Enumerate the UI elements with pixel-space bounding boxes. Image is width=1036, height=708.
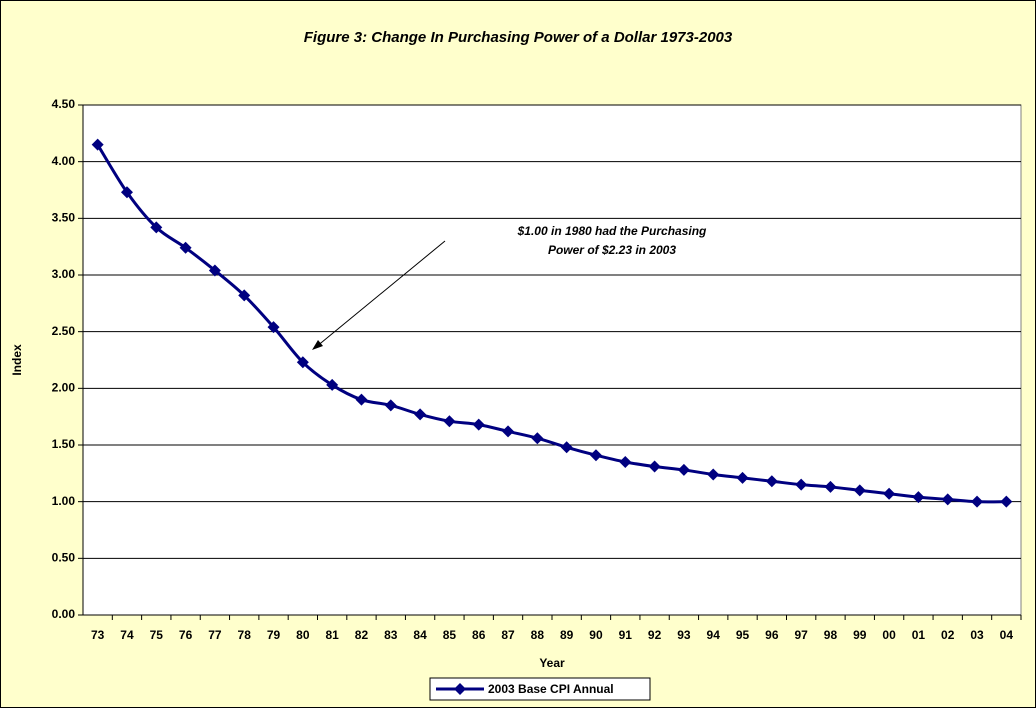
x-tick-label: 98 xyxy=(824,628,838,642)
x-tick-label: 00 xyxy=(882,628,896,642)
x-tick-label: 77 xyxy=(208,628,222,642)
x-tick-label: 83 xyxy=(384,628,398,642)
data-point xyxy=(560,441,573,454)
legend-label: 2003 Base CPI Annual xyxy=(488,682,614,696)
data-point xyxy=(472,418,485,431)
data-point xyxy=(589,449,602,462)
x-tick-label: 99 xyxy=(853,628,867,642)
x-tick-label: 87 xyxy=(501,628,515,642)
y-tick-label: 3.00 xyxy=(52,267,76,281)
data-point xyxy=(912,491,925,504)
data-point xyxy=(296,356,309,369)
legend xyxy=(429,677,651,701)
x-tick-label: 76 xyxy=(179,628,193,642)
y-tick-label: 2.00 xyxy=(52,381,76,395)
x-tick-label: 95 xyxy=(736,628,750,642)
x-tick-label: 73 xyxy=(91,628,105,642)
x-tick-label: 92 xyxy=(648,628,662,642)
data-point xyxy=(1000,495,1013,508)
x-tick-label: 82 xyxy=(355,628,369,642)
data-point xyxy=(795,478,808,491)
x-tick-label: 91 xyxy=(619,628,633,642)
data-point xyxy=(150,221,163,234)
x-tick-label: 74 xyxy=(120,628,134,642)
x-tick-label: 84 xyxy=(413,628,427,642)
legend-marker xyxy=(454,683,466,695)
y-tick-label: 1.50 xyxy=(52,437,76,451)
x-tick-label: 85 xyxy=(443,628,457,642)
y-tick-label: 3.50 xyxy=(52,211,76,225)
data-point xyxy=(208,264,221,277)
x-tick-label: 03 xyxy=(970,628,984,642)
data-point xyxy=(677,463,690,476)
y-tick-label: 0.50 xyxy=(52,551,76,565)
data-point xyxy=(267,321,280,334)
x-tick-label: 75 xyxy=(150,628,164,642)
plot-area xyxy=(82,104,1022,616)
x-tick-label: 80 xyxy=(296,628,310,642)
x-tick-label: 79 xyxy=(267,628,281,642)
x-tick-label: 78 xyxy=(238,628,252,642)
arrow-head xyxy=(312,340,323,350)
data-point xyxy=(238,289,251,302)
y-tick-label: 0.00 xyxy=(52,607,76,621)
data-point xyxy=(120,186,133,199)
x-tick-label: 93 xyxy=(677,628,691,642)
x-tick-label: 02 xyxy=(941,628,955,642)
x-axis-label: Year xyxy=(539,656,565,670)
data-point xyxy=(179,241,192,254)
data-point xyxy=(648,460,661,473)
data-point xyxy=(502,425,515,438)
data-point xyxy=(824,480,837,493)
data-point xyxy=(443,415,456,428)
data-point xyxy=(941,493,954,506)
annotation-line: $1.00 in 1980 had the Purchasing xyxy=(517,224,707,238)
x-tick-label: 04 xyxy=(1000,628,1014,642)
y-tick-label: 4.00 xyxy=(52,154,76,168)
data-point xyxy=(619,456,632,468)
x-tick-label: 96 xyxy=(765,628,779,642)
x-tick-label: 89 xyxy=(560,628,574,642)
data-point xyxy=(91,138,104,151)
x-tick-label: 88 xyxy=(531,628,545,642)
annotation-line: Power of $2.23 in 2003 xyxy=(548,243,676,257)
data-point xyxy=(765,475,778,488)
x-tick-label: 97 xyxy=(794,628,808,642)
x-tick-label: 01 xyxy=(912,628,926,642)
y-tick-label: 4.50 xyxy=(52,97,76,111)
data-point xyxy=(326,378,339,391)
chart-title: Figure 3: Change In Purchasing Power of … xyxy=(304,29,733,46)
x-tick-label: 86 xyxy=(472,628,486,642)
data-point xyxy=(355,393,368,406)
x-tick-label: 90 xyxy=(589,628,603,642)
y-axis-label: Index xyxy=(10,344,24,376)
data-point xyxy=(531,432,544,445)
data-point xyxy=(414,408,427,421)
data-point xyxy=(883,487,896,500)
data-point xyxy=(853,484,866,497)
data-point xyxy=(971,495,984,508)
data-point xyxy=(707,468,720,481)
y-tick-label: 1.00 xyxy=(52,494,76,508)
data-point xyxy=(736,471,749,484)
x-tick-label: 94 xyxy=(707,628,721,642)
x-tick-label: 81 xyxy=(325,628,339,642)
annotation-arrow xyxy=(315,240,446,348)
y-tick-label: 2.50 xyxy=(52,324,76,338)
data-point xyxy=(384,399,397,412)
